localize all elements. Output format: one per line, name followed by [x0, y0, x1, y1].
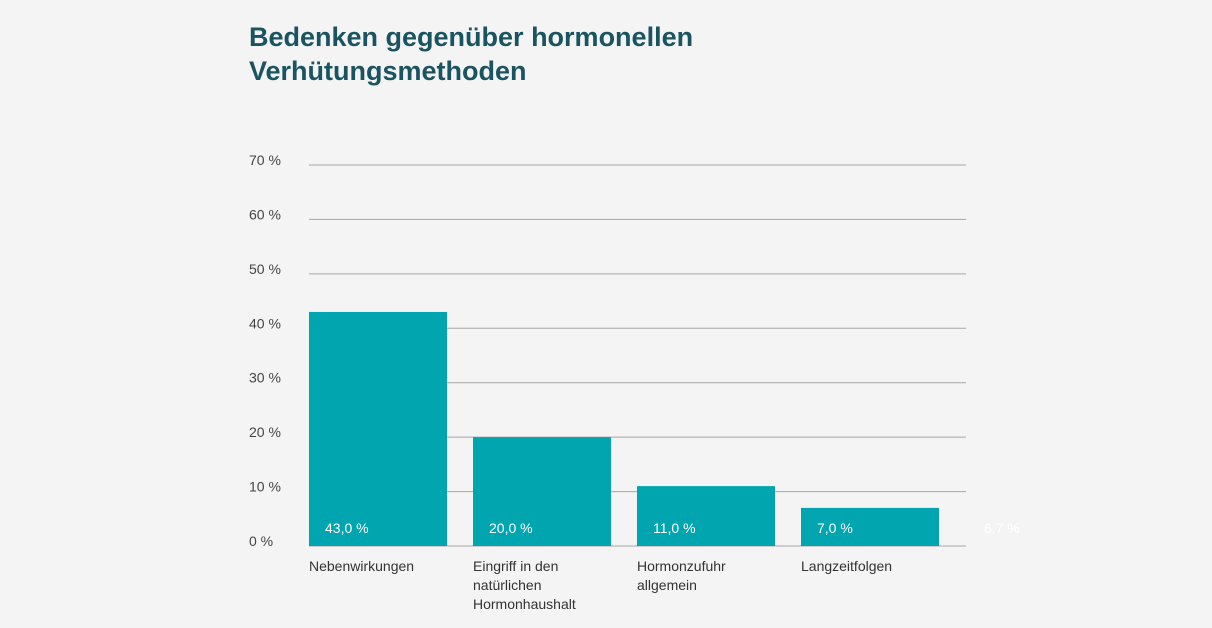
extra-value-label: 6,7 % [984, 520, 1020, 536]
bar [637, 486, 775, 546]
y-tick-label: 0 % [249, 533, 273, 549]
x-category-label: Langzeitfolgen [801, 558, 892, 574]
x-category-label: Eingriff in den natürlichen Hormonhaushalt [473, 558, 576, 612]
bar [473, 437, 611, 546]
y-tick-label: 50 % [249, 261, 281, 277]
bar-value-label: 43,0 % [325, 520, 369, 536]
bar [309, 311, 447, 546]
y-tick-label: 40 % [249, 315, 281, 331]
bar [801, 507, 939, 546]
y-tick-label: 30 % [249, 370, 281, 386]
x-category-label: Nebenwirkungen [309, 558, 414, 574]
bars-layer [309, 311, 939, 546]
y-tick-label: 60 % [249, 206, 281, 222]
y-tick-label: 20 % [249, 424, 281, 440]
y-tick-label: 70 % [249, 152, 281, 168]
labels-layer: 0 % 10 % 20 % 30 % 40 % 50 % 60 % 70 % 43,0 % Neb… [249, 152, 1020, 612]
bar-value-label: 11,0 % [653, 520, 696, 536]
y-tick-label: 10 % [249, 479, 281, 495]
chart-title: Bedenken gegenüber hormonellen Verhütung… [249, 22, 694, 86]
bar-value-label: 7,0 % [817, 520, 853, 536]
bar-value-label: 20,0 % [489, 520, 533, 536]
x-category-label: Hormonzufuhr allgemein [637, 558, 726, 593]
